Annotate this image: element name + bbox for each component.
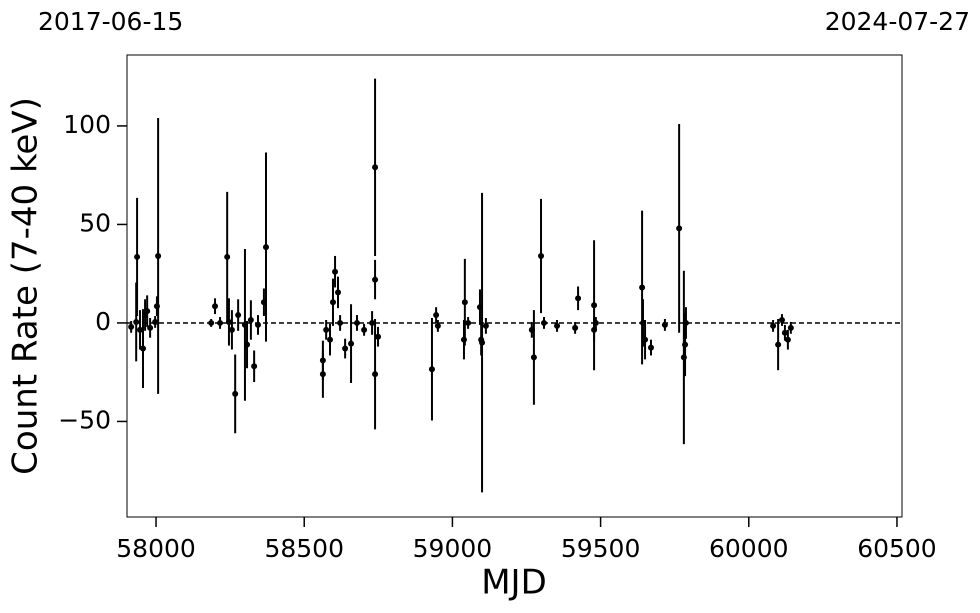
point [642, 336, 649, 343]
point [775, 341, 782, 348]
point [244, 341, 251, 348]
point [372, 371, 379, 378]
point [147, 324, 154, 331]
point [465, 319, 472, 326]
y-tick-label: 50 [79, 208, 111, 237]
point [375, 333, 382, 340]
point [661, 321, 668, 328]
point [778, 316, 785, 323]
point [770, 322, 777, 329]
point [781, 329, 788, 336]
x-tick-label: 60500 [857, 534, 937, 563]
point [787, 324, 794, 331]
point [251, 363, 258, 370]
point [134, 253, 141, 260]
point [342, 345, 349, 352]
point [428, 366, 435, 373]
point [225, 318, 232, 325]
point [144, 308, 151, 315]
point [647, 344, 654, 351]
plot-frame [126, 54, 903, 518]
point [361, 326, 368, 333]
y-tick-label: 0 [95, 307, 111, 336]
point [332, 268, 339, 275]
point [433, 312, 440, 319]
point [538, 252, 545, 259]
x-tick-label: 59500 [561, 534, 641, 563]
point [232, 390, 239, 397]
point [372, 276, 379, 283]
point [372, 164, 379, 171]
point [337, 319, 344, 326]
point [212, 303, 219, 310]
x-tick-label: 59000 [413, 534, 493, 563]
point [530, 354, 537, 361]
point [155, 252, 162, 259]
point [434, 322, 441, 329]
point [554, 322, 561, 329]
point [319, 371, 326, 378]
point [572, 324, 579, 331]
point [140, 345, 147, 352]
point [133, 318, 140, 325]
point [369, 319, 376, 326]
point [591, 302, 598, 309]
point [224, 253, 231, 260]
point [329, 299, 336, 306]
annotation: 2024-07-27 [825, 7, 970, 36]
point [482, 322, 489, 329]
point [335, 289, 342, 296]
y-tick-label: −50 [58, 405, 111, 434]
point [676, 225, 683, 232]
point [152, 318, 159, 325]
point [323, 326, 330, 333]
point [575, 295, 582, 302]
point [262, 244, 269, 251]
point [592, 319, 599, 326]
point [228, 326, 235, 333]
point [327, 336, 334, 343]
point [639, 284, 646, 291]
point [348, 340, 355, 347]
point [137, 326, 144, 333]
point [353, 319, 360, 326]
point [208, 319, 215, 326]
point [235, 312, 242, 319]
y-tick-label: 100 [63, 110, 111, 139]
y-axis-label: Count Rate (7-40 keV) [6, 97, 46, 475]
x-tick-label: 60000 [709, 534, 789, 563]
point [128, 323, 135, 330]
point [682, 341, 689, 348]
x-tick-label: 58000 [116, 534, 196, 563]
point [217, 319, 224, 326]
point [479, 339, 486, 346]
x-tick-label: 58500 [264, 534, 344, 563]
point [540, 319, 547, 326]
point [461, 299, 468, 306]
point [682, 319, 689, 326]
point [784, 336, 791, 343]
point [254, 321, 261, 328]
x-axis-label: MJD [481, 563, 547, 603]
annotation: 2017-06-15 [38, 7, 183, 36]
point [247, 316, 254, 323]
